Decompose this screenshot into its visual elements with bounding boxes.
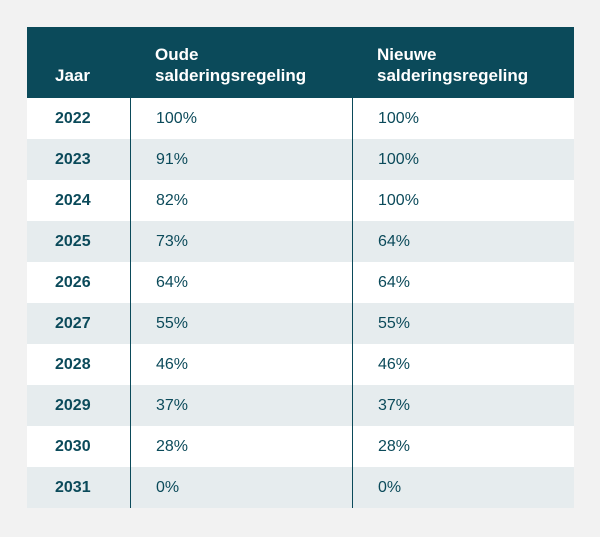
table-row: 2029 37% 37%: [27, 385, 574, 426]
table-body: 2022 100% 100% 2023 91% 100% 2024 82% 100% 2025 73…: [27, 98, 574, 508]
table-row: 2023 91% 100%: [27, 139, 574, 180]
oude-value-cell: 37%: [130, 385, 352, 426]
table-row: 2026 64% 64%: [27, 262, 574, 303]
nieuwe-value-cell: 0%: [352, 467, 574, 508]
table-row: 2031 0% 0%: [27, 467, 574, 508]
table-row: 2028 46% 46%: [27, 344, 574, 385]
nieuwe-value-cell: 46%: [352, 344, 574, 385]
oude-value-cell: 100%: [130, 98, 352, 139]
table-row: 2025 73% 64%: [27, 221, 574, 262]
header-jaar: Jaar: [55, 66, 90, 85]
nieuwe-value-cell: 28%: [352, 426, 574, 467]
year-cell: 2023: [55, 150, 91, 168]
table-row: 2022 100% 100%: [27, 98, 574, 139]
year-cell: 2026: [55, 273, 91, 291]
nieuwe-value-cell: 55%: [352, 303, 574, 344]
year-cell: 2030: [55, 437, 91, 455]
oude-value-cell: 28%: [130, 426, 352, 467]
oude-value-cell: 0%: [130, 467, 352, 508]
table-row: 2027 55% 55%: [27, 303, 574, 344]
nieuwe-value-cell: 100%: [352, 98, 574, 139]
oude-value-cell: 73%: [130, 221, 352, 262]
oude-value-cell: 91%: [130, 139, 352, 180]
nieuwe-value-cell: 64%: [352, 262, 574, 303]
year-cell: 2027: [55, 314, 91, 332]
year-cell: 2031: [55, 478, 91, 496]
year-cell: 2029: [55, 396, 91, 414]
table-row: 2024 82% 100%: [27, 180, 574, 221]
header-nieuwe-regeling: Nieuwe salderingsregeling: [352, 27, 574, 98]
table-header: Jaar Oude salderingsregeling Nieuwe sald…: [27, 27, 574, 98]
header-nieuwe-text: Nieuwe salderingsregeling: [377, 45, 529, 85]
header-oude-regeling: Oude salderingsregeling: [130, 27, 352, 98]
year-cell: 2025: [55, 232, 91, 250]
oude-value-cell: 82%: [130, 180, 352, 221]
year-cell: 2028: [55, 355, 91, 373]
table-row: 2030 28% 28%: [27, 426, 574, 467]
nieuwe-value-cell: 100%: [352, 139, 574, 180]
nieuwe-value-cell: 64%: [352, 221, 574, 262]
year-cell: 2024: [55, 191, 91, 209]
nieuwe-value-cell: 100%: [352, 180, 574, 221]
oude-value-cell: 46%: [130, 344, 352, 385]
header-oude-text: Oude salderingsregeling: [155, 45, 307, 85]
saldering-table: Jaar Oude salderingsregeling Nieuwe sald…: [27, 27, 574, 508]
oude-value-cell: 55%: [130, 303, 352, 344]
year-cell: 2022: [55, 109, 91, 127]
oude-value-cell: 64%: [130, 262, 352, 303]
nieuwe-value-cell: 37%: [352, 385, 574, 426]
